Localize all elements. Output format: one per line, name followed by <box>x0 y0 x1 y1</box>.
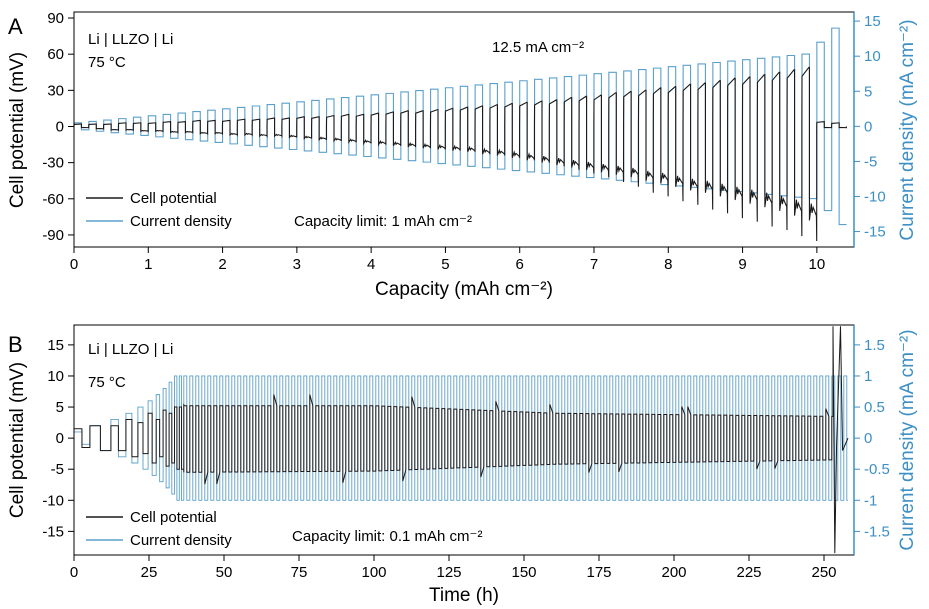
panel-a-annotation-cell: Li | LLZO | Li <box>88 31 173 48</box>
panel-a-ylabel-right: Current density (mA cm⁻²) <box>897 19 918 240</box>
panel-b-xtick-label: 75 <box>291 564 308 581</box>
panel-a-capacity-limit: Capacity limit: 1 mAh cm⁻² <box>294 213 472 230</box>
panel-a-ytick-left-label: 60 <box>47 46 64 63</box>
panel-b-annotation-cell: Li | LLZO | Li <box>88 341 173 358</box>
panel-b-axes: 0 25 50 75 100 125 150 175 200 225 250151050-5-10-… <box>42 325 890 581</box>
panel-b-xtick-label: 225 <box>736 564 761 581</box>
panel-b-ytick-right-label: -0.5 <box>864 461 890 478</box>
panel-a-ytick-right-label: 5 <box>864 83 872 100</box>
panel-a-ylabel-left: Cell potential (mV) <box>7 52 28 208</box>
panel-a-xtick-label: 0 <box>70 256 78 273</box>
panel-b-xtick-label: 0 <box>70 564 78 581</box>
panel-b-ytick-left-label: 5 <box>56 399 64 416</box>
panel-b-ytick-left-label: -15 <box>42 523 64 540</box>
panel-b-xtick-label: 175 <box>586 564 611 581</box>
panel-b-ytick-right-label: 1 <box>864 368 872 385</box>
panel-a-ytick-right-label: -15 <box>864 224 886 241</box>
panel-a-ytick-left-label: -90 <box>42 227 64 244</box>
panel-b-capacity-limit: Capacity limit: 0.1 mAh cm⁻² <box>292 528 482 545</box>
panel-a-legend-current: Current density <box>130 213 232 230</box>
panel-a-ytick-right-label: 0 <box>864 118 872 135</box>
panel-a-xtick-label: 9 <box>738 256 746 273</box>
panel-b-ytick-left-label: 10 <box>47 368 64 385</box>
panel-b-ytick-left-label: -5 <box>51 461 64 478</box>
panel-a-ytick-right-label: -10 <box>864 188 886 205</box>
panel-b-xtick-label: 50 <box>216 564 233 581</box>
panel-a-ytick-left-label: -60 <box>42 191 64 208</box>
panel-a-legend-potential: Cell potential <box>130 190 217 207</box>
panel-b-ytick-left-label: 0 <box>56 430 64 447</box>
panel-b-ytick-left-label: -10 <box>42 492 64 509</box>
panel-a-xtick-label: 4 <box>367 256 375 273</box>
panel-b-xlabel: Time (h) <box>429 585 499 606</box>
panel-a-axes: 0 1 2 3 4 5 6 7 8 9 10 90 60 30 0 -30 -60 -90 15 10 5 0 -5 -10 -… <box>42 10 885 273</box>
panel-b-ytick-right-label: -1.5 <box>864 523 890 540</box>
panel-a-series <box>73 27 847 241</box>
panel-a-xlabel: Capacity (mAh cm⁻²) <box>375 279 553 300</box>
panel-a-ytick-left-label: 90 <box>47 10 64 27</box>
panel-b-xtick-label: 25 <box>141 564 158 581</box>
panel-a-xtick-label: 3 <box>293 256 301 273</box>
panel-b-ylabel-right: Current density (mA cm⁻²) <box>897 329 918 550</box>
panel-a-ytick-right-label: 15 <box>864 13 881 30</box>
panel-b-xtick-label: 250 <box>811 564 836 581</box>
panel-a-ytick-left-label: 30 <box>47 82 64 99</box>
panel-b-legend-current: Current density <box>130 532 232 549</box>
panel-b-ytick-right-label: 1.5 <box>864 337 885 354</box>
panel-a: A 0 1 2 3 4 5 6 7 8 9 10 90 60 30 0 -30 -60 -90 15 10 5 0 -5 -1… <box>7 10 918 300</box>
panel-a-inset-note: 12.5 mA cm⁻² <box>492 39 584 56</box>
panel-a-ytick-right-label: 10 <box>864 48 881 65</box>
panel-a-plot-frame <box>73 11 855 248</box>
panel-b-xtick-label: 100 <box>361 564 386 581</box>
panel-b-ylabel-left: Cell potential (mV) <box>7 362 28 518</box>
panel-b-cell-potential-line <box>73 326 849 554</box>
panel-a-xtick-label: 5 <box>441 256 449 273</box>
panel-b-legend: Cell potential Current density <box>86 509 232 549</box>
panel-b-xtick-label: 125 <box>436 564 461 581</box>
panel-a-ytick-left-label: 0 <box>56 118 64 135</box>
panel-b-ytick-right-label: 0.5 <box>864 399 885 416</box>
panel-letter-a: A <box>8 14 23 39</box>
panel-b-annotation-temp: 75 °C <box>88 374 126 391</box>
panel-b-xtick-label: 150 <box>511 564 536 581</box>
panel-a-legend: Cell potential Current density <box>86 190 232 230</box>
panel-a-xtick-label: 8 <box>664 256 672 273</box>
panel-a-xtick-label: 2 <box>218 256 226 273</box>
panel-b-legend-potential: Cell potential <box>130 509 217 526</box>
panel-a-cell-potential-line <box>73 66 847 241</box>
panel-a-ytick-left-label: -30 <box>42 155 64 172</box>
panel-a-ytick-right-label: -5 <box>864 153 877 170</box>
panel-b-ytick-left-label: 15 <box>47 337 64 354</box>
panel-b-ytick-right-label: -1 <box>864 492 877 509</box>
panel-a-annotation-temp: 75 °C <box>88 54 126 71</box>
panel-b-xtick-label: 200 <box>661 564 686 581</box>
panel-a-xtick-label: 7 <box>590 256 598 273</box>
panel-b: B 0 25 50 75 100 125 150 175 200 225 250151050-5-1… <box>7 324 918 606</box>
panel-b-ytick-right-label: 0 <box>864 430 872 447</box>
panel-a-xtick-label: 1 <box>144 256 152 273</box>
panel-a-xtick-label: 10 <box>809 256 826 273</box>
panel-letter-b: B <box>8 332 23 357</box>
panel-a-xtick-label: 6 <box>516 256 524 273</box>
panel-b-series <box>73 326 849 554</box>
